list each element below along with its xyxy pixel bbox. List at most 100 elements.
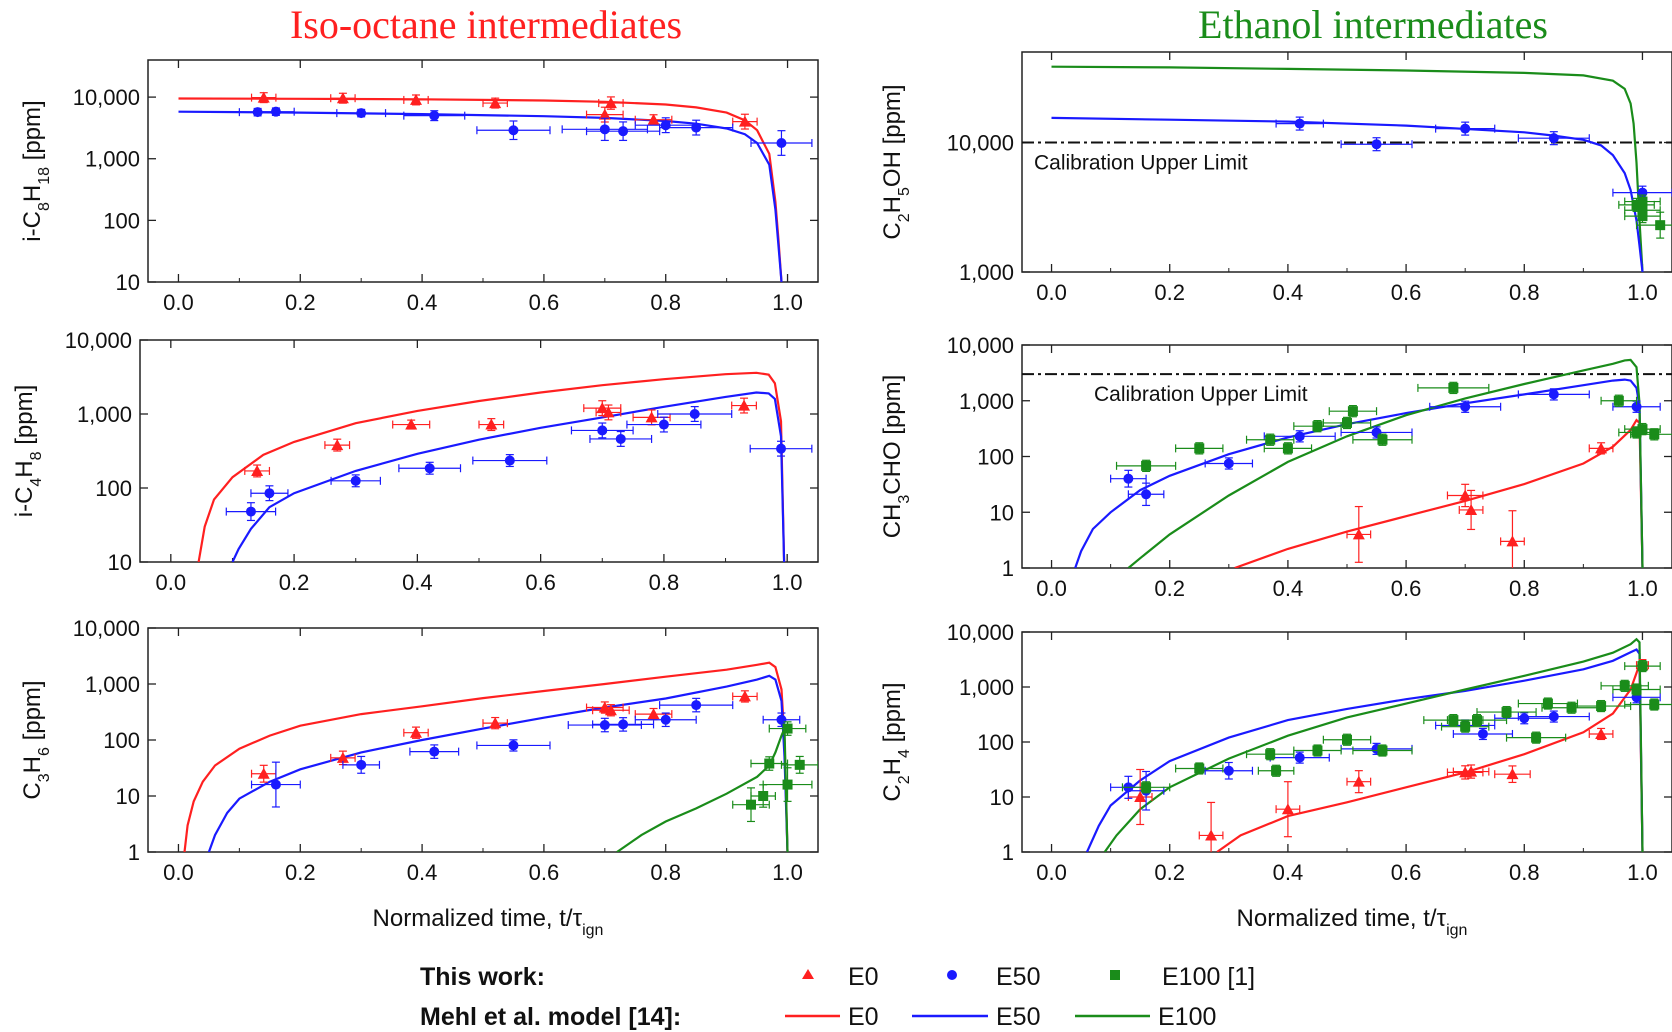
y-axis-label: CH3CHO [ppm] — [879, 375, 913, 539]
series-line-e100 — [616, 728, 789, 852]
data-point-e50 — [472, 454, 548, 468]
triangle-marker — [1459, 489, 1472, 501]
circle-marker — [1123, 473, 1134, 484]
legend-e0-marker — [802, 969, 814, 979]
plot-frame — [147, 59, 819, 283]
data-point-e50 — [1269, 751, 1330, 764]
data-point-e50 — [762, 712, 801, 728]
plot-area — [183, 661, 818, 852]
data-point-e50 — [1435, 121, 1496, 136]
data-point-e100 — [1624, 659, 1661, 673]
x-tick-label: 0.2 — [1154, 280, 1185, 305]
data-point-e50 — [342, 755, 381, 774]
triangle-marker — [1506, 535, 1519, 547]
data-point-e0 — [1346, 505, 1372, 563]
triangle-marker — [602, 406, 615, 418]
x-tick-label: 0.4 — [1273, 860, 1304, 885]
data-point-e50 — [561, 117, 649, 142]
circle-marker — [1141, 489, 1152, 500]
square-marker — [1194, 443, 1205, 454]
square-marker — [1460, 721, 1471, 732]
x-tick-label: 0.8 — [650, 290, 681, 315]
square-marker — [782, 779, 793, 790]
circle-marker — [245, 506, 256, 517]
data-point-e50 — [1452, 727, 1514, 741]
data-point-e100 — [1175, 762, 1224, 775]
x-tick-label: 0.2 — [1154, 576, 1185, 601]
triangle-marker — [489, 717, 502, 729]
triangle-marker — [738, 115, 751, 127]
data-point-e100 — [1322, 733, 1372, 746]
triangle-marker — [1595, 442, 1608, 454]
triangle-marker — [645, 411, 658, 423]
y-tick-label: 1,000 — [959, 389, 1014, 414]
square-marker — [1613, 395, 1624, 406]
square-marker — [1501, 707, 1512, 718]
data-point-e50 — [1340, 742, 1413, 755]
data-point-e0 — [478, 418, 505, 432]
y-axis-label: i-C8H18 [ppm] — [19, 100, 53, 241]
triangle-marker — [738, 399, 751, 411]
square-marker — [1655, 220, 1666, 231]
data-point-e50 — [657, 406, 733, 422]
panel-c2h5oh: 0.0 0.2 0.4 0.6 0.8 1.0 1,000 10,000 C2H5OH [ppm… — [879, 51, 1672, 305]
calibration-limit-label: Calibration Upper Limit — [1034, 152, 1248, 175]
circle-marker — [1223, 458, 1234, 469]
data-point-e50 — [749, 440, 813, 457]
y-tick-label: 100 — [103, 728, 140, 753]
triangle-marker — [257, 767, 270, 779]
data-point-e50 — [257, 106, 295, 117]
data-point-e100 — [1263, 442, 1313, 455]
square-marker — [1448, 382, 1459, 393]
triangle-marker — [1352, 528, 1365, 540]
circle-marker — [1294, 118, 1305, 129]
square-marker — [1637, 661, 1648, 672]
square-marker — [1649, 429, 1660, 440]
square-marker — [1141, 782, 1152, 793]
y-tick-label: 10 — [116, 784, 140, 809]
legend-e100-line-label: E100 — [1158, 1003, 1216, 1031]
data-point-e50 — [1517, 710, 1590, 723]
y-tick-label: 10 — [990, 500, 1014, 525]
data-point-e50 — [1494, 712, 1555, 725]
data-point-e0 — [1446, 483, 1484, 508]
data-point-e0 — [585, 701, 624, 714]
circle-marker — [776, 714, 787, 725]
y-axis-label: C2H5OH [ppm] — [879, 84, 913, 239]
data-point-e0 — [1458, 489, 1484, 531]
x-tick-label: 1.0 — [1627, 280, 1658, 305]
data-point-e50 — [225, 502, 277, 522]
y-tick-label: 100 — [977, 445, 1014, 470]
square-marker — [1312, 421, 1323, 432]
legend-e50-symbol-label: E50 — [996, 963, 1040, 991]
data-point-e50 — [634, 712, 697, 728]
x-tick-label: 0.6 — [529, 860, 560, 885]
data-point-e100 — [1352, 744, 1413, 757]
data-point-e0 — [1452, 764, 1490, 779]
y-axis-label: C3H6 [ppm] — [19, 680, 53, 799]
circle-marker — [660, 714, 671, 725]
data-point-e0 — [592, 704, 630, 717]
y-axis-label: C2H4 [ppm] — [879, 682, 913, 801]
circle-marker — [1548, 389, 1559, 400]
square-marker — [1282, 443, 1293, 454]
data-point-e100 — [1630, 428, 1672, 441]
circle-marker — [356, 108, 367, 119]
legend-e50-line-label: E50 — [996, 1003, 1040, 1031]
data-point-e100 — [1257, 764, 1295, 777]
plot-area — [178, 91, 813, 282]
x-tick-label: 0.6 — [1391, 280, 1422, 305]
data-point-e0 — [244, 464, 271, 478]
right-column-title: Ethanol intermediates — [1198, 2, 1548, 47]
circle-marker — [1631, 401, 1642, 412]
square-marker — [1596, 701, 1607, 712]
series-line-e0 — [178, 97, 783, 282]
data-point-e100 — [1635, 211, 1672, 239]
y-tick-label: 1 — [1002, 556, 1014, 581]
series-line-e50 — [1051, 116, 1644, 272]
circle-marker — [618, 126, 629, 137]
triangle-marker — [405, 418, 418, 430]
data-point-e100 — [1293, 419, 1342, 433]
data-point-e0 — [482, 716, 508, 730]
data-point-e100 — [768, 721, 807, 736]
